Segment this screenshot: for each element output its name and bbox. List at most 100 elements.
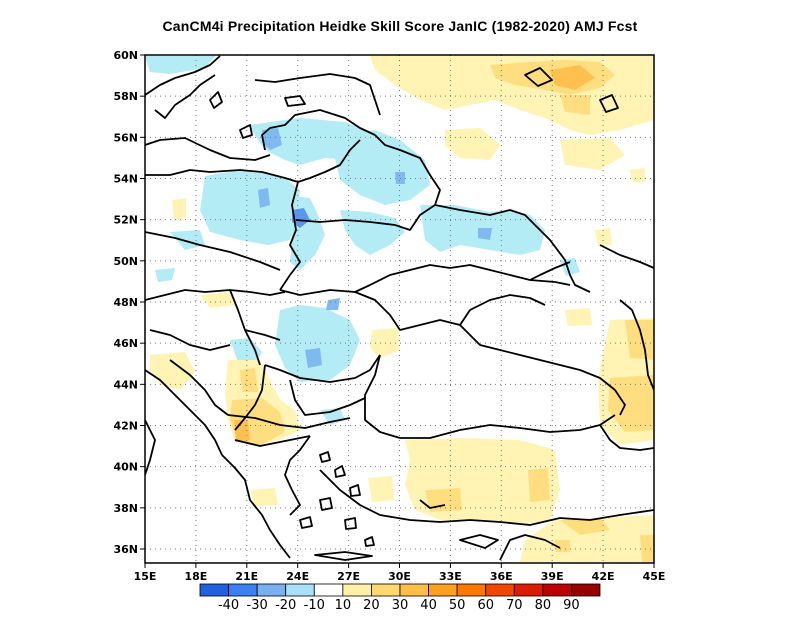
border — [419, 499, 446, 509]
colorbar-swatch — [456, 583, 487, 597]
island — [459, 534, 499, 549]
positive-skill-core — [528, 468, 550, 502]
lon-label: 33E — [439, 570, 462, 583]
colorbar-label: -30 — [247, 598, 268, 613]
positive-skill-core — [640, 535, 654, 562]
positive-skill-area — [150, 352, 195, 390]
skill-shading — [145, 56, 654, 562]
border — [529, 261, 571, 281]
colorbar-swatch — [228, 583, 258, 597]
coastline — [145, 55, 221, 96]
coastline — [399, 319, 626, 416]
colorbar-swatch — [342, 583, 372, 597]
lake — [599, 94, 619, 113]
negative-skill-core — [305, 348, 322, 368]
border — [145, 139, 361, 183]
island — [209, 91, 223, 109]
positive-skill-core — [560, 518, 610, 535]
border — [599, 424, 654, 451]
coastlines-borders — [145, 55, 654, 561]
coastline — [619, 299, 654, 391]
lat-label: 48N — [113, 296, 138, 309]
positive-skill-core — [608, 375, 654, 432]
negative-skill-area — [275, 305, 360, 382]
colorbar-label: 60 — [477, 598, 494, 613]
island — [299, 516, 313, 529]
colorbar-label: 50 — [449, 598, 466, 613]
negative-skill-area — [145, 56, 215, 74]
island — [364, 536, 375, 547]
lat-label: 50N — [113, 255, 138, 268]
lon-label: 45E — [643, 570, 666, 583]
lat-label: 60N — [113, 49, 138, 62]
lon-label: 42E — [592, 570, 615, 583]
coastline — [145, 137, 271, 161]
colorbar-label: 90 — [563, 598, 580, 613]
negative-skill-core — [478, 228, 492, 240]
coastline — [254, 73, 381, 116]
positive-skill-core — [550, 65, 595, 90]
positive-skill-area — [200, 292, 235, 308]
coastline — [221, 454, 291, 559]
positive-skill-area — [368, 476, 394, 502]
lat-label: 38N — [113, 502, 138, 515]
positive-skill-core — [555, 540, 570, 552]
border — [354, 264, 571, 293]
colorbar-swatch — [285, 583, 315, 597]
lat-label: 52N — [113, 214, 138, 227]
colorbar-swatch — [399, 583, 429, 597]
colorbar-label: 80 — [535, 598, 552, 613]
border — [499, 534, 561, 561]
colorbar-label: -20 — [275, 598, 296, 613]
border — [234, 435, 311, 447]
positive-skill-core — [560, 95, 590, 115]
border — [149, 329, 231, 351]
positive-skill-area — [520, 515, 654, 562]
lat-label: 46N — [113, 337, 138, 350]
coastline — [364, 354, 616, 439]
colorbar-label: 20 — [363, 598, 380, 613]
coastline — [319, 469, 654, 526]
coastline — [145, 369, 223, 456]
lon-label: 30E — [388, 570, 411, 583]
border — [227, 414, 351, 429]
colorbar-label: 30 — [392, 598, 409, 613]
island — [319, 497, 333, 511]
positive-skill-area — [250, 488, 278, 506]
lat-label: 42N — [113, 420, 138, 433]
island — [319, 451, 331, 463]
island — [314, 551, 373, 561]
lat-label: 36N — [113, 543, 138, 556]
negative-skill-area — [155, 268, 175, 282]
border — [234, 364, 266, 431]
border — [279, 181, 301, 291]
positive-skill-area — [172, 198, 186, 220]
border — [295, 204, 436, 231]
positive-skill-core — [625, 320, 654, 360]
island — [334, 465, 346, 478]
negative-skill-area — [230, 338, 262, 365]
colorbar-swatch — [199, 583, 229, 597]
positive-skill-core — [240, 368, 258, 392]
lon-label: 18E — [184, 570, 207, 583]
lon-label: 24E — [286, 570, 309, 583]
colorbar-swatch — [571, 583, 601, 597]
island — [349, 484, 361, 497]
border — [145, 289, 286, 301]
lon-label: 21E — [235, 570, 258, 583]
colorbar-swatch — [513, 583, 544, 597]
chart-title: CanCM4i Precipitation Heidke Skill Score… — [162, 18, 638, 34]
negative-skill-area — [170, 230, 205, 250]
colorbar-swatch — [371, 583, 401, 597]
negative-skill-core — [292, 208, 310, 228]
negative-skill-area — [335, 130, 430, 205]
border — [599, 244, 654, 269]
colorbar-label: -10 — [304, 598, 325, 613]
colorbar-label: -40 — [218, 598, 239, 613]
island — [344, 517, 357, 530]
colorbar-swatch — [313, 583, 344, 597]
colorbar-label: 70 — [506, 598, 523, 613]
positive-skill-area — [560, 138, 625, 170]
island — [239, 124, 253, 139]
longitude-axis: 15E 18E 21E 24E 27E 30E 33E 36E 39E 42E 45E — [134, 563, 666, 583]
